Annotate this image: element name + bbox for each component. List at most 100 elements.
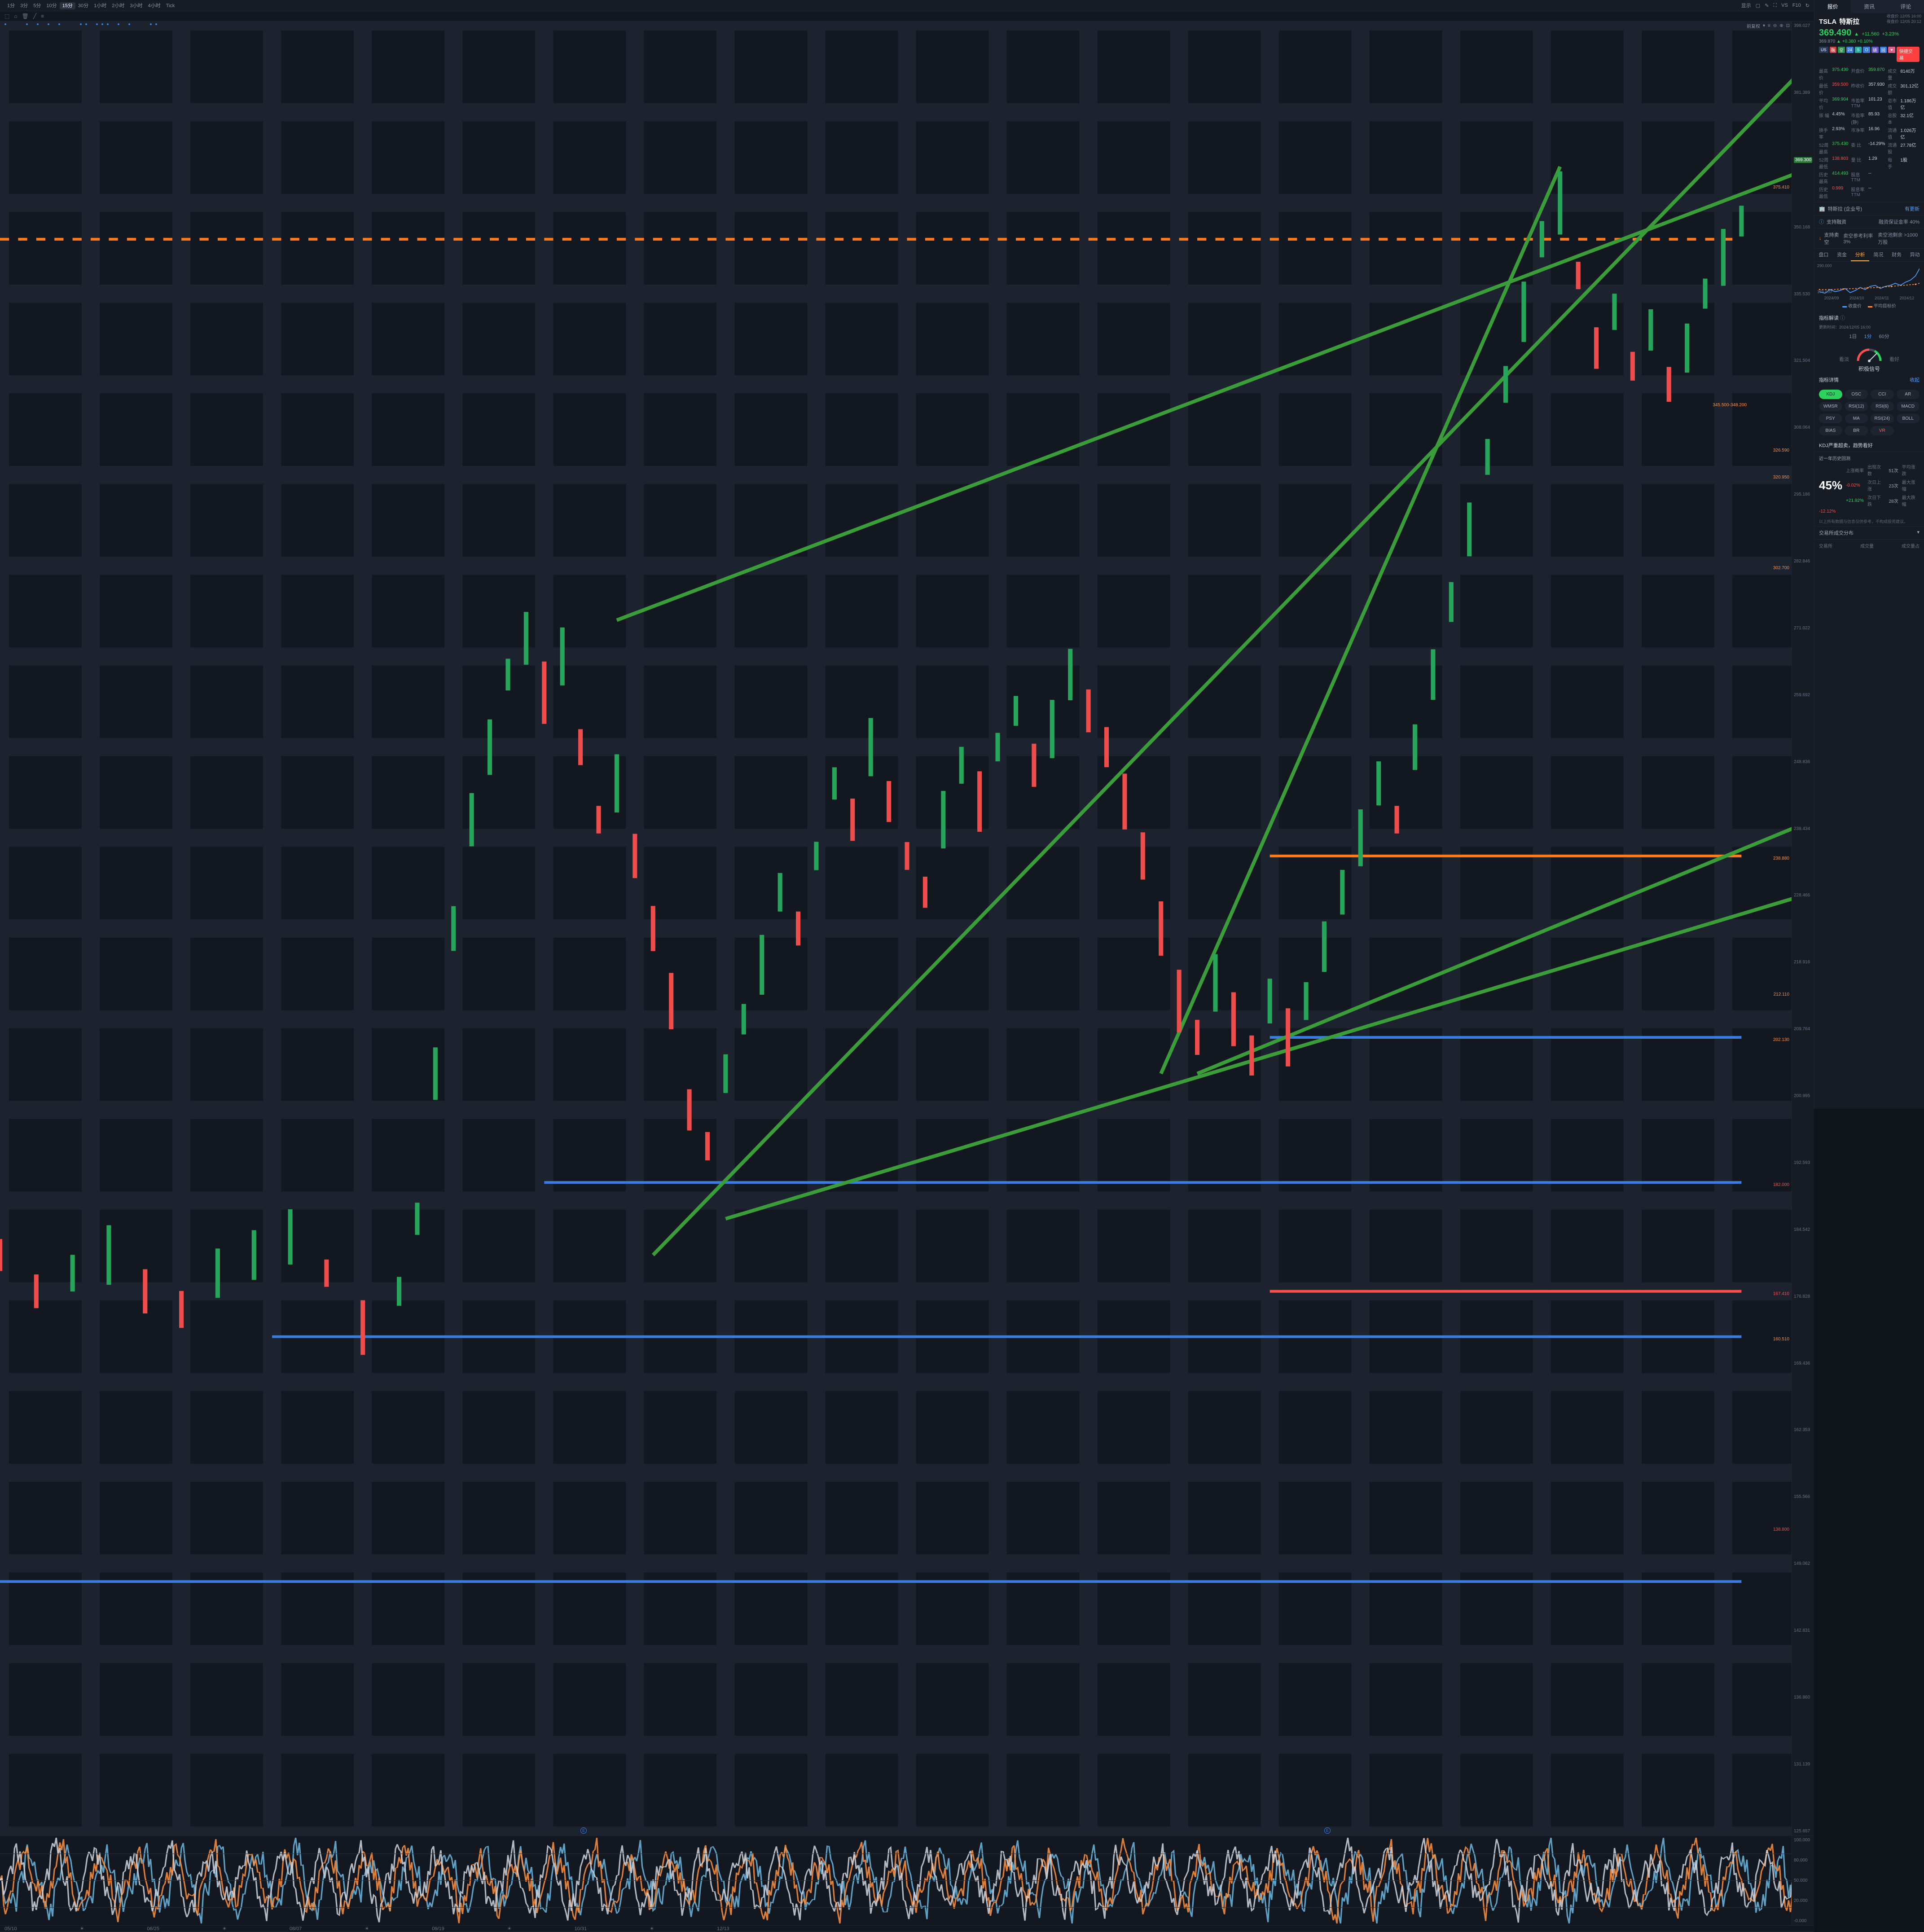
margin-row[interactable]: ⓘ 支持融资 融资保证金率 40%: [1814, 215, 1924, 228]
subtab-2[interactable]: 分析: [1851, 249, 1869, 261]
subtab-0[interactable]: 盘口: [1814, 249, 1833, 261]
timeframe-30分[interactable]: 30分: [75, 2, 91, 9]
arrow-up-icon: ▲: [1854, 31, 1859, 37]
main-panel: 1分3分5分10分15分30分1小时2小时3小时4小时Tick 显示 ▢ ✎ ⛶…: [0, 0, 1814, 1109]
price-change-pct: +3.23%: [1882, 31, 1899, 37]
timeframe-5分[interactable]: 5分: [31, 2, 44, 9]
last-price: 369.490: [1819, 28, 1851, 38]
subtab-3[interactable]: 简况: [1869, 249, 1888, 261]
price-marker: 202.130: [1773, 1037, 1789, 1042]
earnings-mark-icon[interactable]: E: [1324, 1827, 1331, 1834]
subtab-1[interactable]: 资金: [1833, 249, 1851, 261]
badge-icon: 链: [1871, 47, 1879, 53]
indicator-pill-MA[interactable]: MA: [1845, 414, 1868, 423]
timeframe-1小时[interactable]: 1小时: [91, 2, 109, 9]
indicator-pill-AR[interactable]: AR: [1897, 390, 1920, 399]
draw-icon[interactable]: ╱: [33, 13, 36, 19]
exchange-section-header[interactable]: 交易所成交分布▾: [1814, 526, 1924, 539]
adjust-dropdown[interactable]: 前复权: [1747, 22, 1760, 29]
sidebar-tab-2[interactable]: 评论: [1888, 0, 1924, 13]
tf-pill-2[interactable]: 60分: [1879, 333, 1889, 340]
timeframe-1分[interactable]: 1分: [4, 2, 18, 9]
market-badge: US: [1819, 47, 1828, 53]
timeframe-3分[interactable]: 3分: [18, 2, 31, 9]
disclaimer: 以上所有数据与信息仅供参考，不构成投资建议。: [1814, 517, 1924, 526]
price-marker: 212.110: [1774, 992, 1789, 997]
plus-icon[interactable]: ⊕: [1779, 23, 1783, 28]
indicator-pill-RSI(12)[interactable]: RSI(12): [1845, 402, 1868, 411]
refresh-icon[interactable]: ↻: [1805, 3, 1810, 9]
subtab-4[interactable]: 财务: [1888, 249, 1906, 261]
down-arrow-icon: ↓: [1819, 236, 1822, 241]
menu-icon[interactable]: ≡: [41, 13, 44, 19]
layout-icon[interactable]: ▢: [1756, 3, 1760, 9]
f10-button[interactable]: F10: [1792, 3, 1801, 8]
indicator-pill-RSI(6)[interactable]: RSI(6): [1871, 402, 1894, 411]
chart-type-icon[interactable]: ≡: [1768, 23, 1770, 28]
indicator-grid: KDJOSCCCIAR WMSRRSI(12)RSI(6)MACD PSYMARSI…: [1814, 386, 1924, 439]
tf-pill-1[interactable]: 1分: [1864, 333, 1871, 340]
expand-icon[interactable]: ⊡: [1786, 23, 1790, 28]
tf-pill-0[interactable]: 1日: [1849, 333, 1857, 340]
sidebar-tab-1[interactable]: 资讯: [1851, 0, 1887, 13]
minus-icon[interactable]: ⊖: [1773, 23, 1777, 28]
sidebar-tab-0[interactable]: 报价: [1814, 0, 1851, 13]
indicator-pill-BIAS[interactable]: BIAS: [1819, 426, 1842, 435]
mini-chart[interactable]: 290.000 178.000 2024/092024/102024/11202…: [1814, 262, 1924, 302]
price-marker: 320.950: [1773, 475, 1789, 480]
info-icon: ⓘ: [1819, 218, 1824, 225]
timeframe-15分[interactable]: 15分: [60, 2, 75, 9]
vs-button[interactable]: VS: [1781, 3, 1788, 8]
indicator-pill-BR[interactable]: BR: [1845, 426, 1868, 435]
badge-icon: S: [1855, 47, 1862, 53]
badge-icon: O: [1863, 47, 1870, 53]
quote-header: 收盘价 12/05 16:00 夜盘价 12/05 20:12 TSLA 特斯拉…: [1814, 13, 1924, 65]
fullscreen-icon[interactable]: ⛶: [1773, 3, 1777, 9]
time-axis: 05/10☀06/25☀08/07☀09/19☀10/31☀12/13: [0, 1926, 1814, 1932]
earnings-mark-icon[interactable]: E: [580, 1827, 587, 1834]
badge-icon: 回: [1880, 47, 1887, 53]
price-marker: 160.510: [1773, 1337, 1789, 1342]
price-marker: 375.410: [1773, 185, 1789, 190]
price-marker: 345.500-348.200: [1713, 403, 1747, 408]
sidebar-tabs: 报价资讯评论: [1814, 0, 1924, 13]
price-chart[interactable]: 前复权 ▾ ≡ ⊖ ⊕ ⊡ 375.410345.500-348.200326.…: [0, 22, 1814, 1836]
indicator-pill-MACD[interactable]: MACD: [1897, 402, 1920, 411]
indicator-pill-VR[interactable]: VR: [1871, 426, 1894, 435]
quick-trade-button[interactable]: 快捷交易: [1897, 47, 1920, 62]
timeframe-10分[interactable]: 10分: [44, 2, 59, 9]
oscillator-svg: [0, 1836, 1814, 1925]
timeframe-4小时[interactable]: 4小时: [145, 2, 163, 9]
indicator-pill-RSI(24)[interactable]: RSI(24): [1871, 414, 1894, 423]
sentiment-gauge: 看淡 积极信号 看好: [1814, 342, 1924, 373]
oscillator-panel[interactable]: 100.00080.00050.00020.000-0.000: [0, 1836, 1814, 1926]
company-link-row[interactable]: 🏢 特斯拉 (企业号) 有更新: [1814, 202, 1924, 215]
chevron-down-icon[interactable]: ▾: [1763, 23, 1765, 28]
sidebar: 报价资讯评论 收盘价 12/05 16:00 夜盘价 12/05 20:12 T…: [1814, 0, 1924, 1109]
timeframe-Tick[interactable]: Tick: [163, 2, 178, 9]
indicator-pill-BOLL[interactable]: BOLL: [1897, 414, 1920, 423]
indicator-pill-OSC[interactable]: OSC: [1845, 390, 1868, 399]
timeframe-2小时[interactable]: 2小时: [109, 2, 127, 9]
tool-icon[interactable]: ✎: [1765, 3, 1769, 9]
price-marker: 182.000: [1773, 1182, 1789, 1187]
indicator-pill-WMSR[interactable]: WMSR: [1819, 402, 1842, 411]
collapse-link[interactable]: 收起: [1910, 376, 1920, 383]
timeframe-3小时[interactable]: 3小时: [127, 2, 145, 9]
indicator-pill-KDJ[interactable]: KDJ: [1819, 390, 1842, 399]
display-menu[interactable]: 显示: [1741, 2, 1751, 9]
indicator-pill-CCI[interactable]: CCI: [1871, 390, 1894, 399]
timeframe-group: 1分3分5分10分15分30分1小时2小时3小时4小时Tick: [4, 2, 177, 9]
indicator-pill-PSY[interactable]: PSY: [1819, 414, 1842, 423]
badge-icon: ♥: [1888, 47, 1895, 53]
viz-icon[interactable]: ⬚: [4, 13, 9, 19]
subtab-5[interactable]: 异动: [1906, 249, 1924, 261]
symbol: TSLA: [1819, 18, 1836, 26]
exchange-columns: 交易所 成交量 成交量占: [1814, 539, 1924, 552]
home-icon[interactable]: ⌂: [14, 13, 17, 19]
badge-icon: 融: [1830, 47, 1837, 53]
price-marker: 238.880: [1773, 856, 1789, 861]
short-row[interactable]: ↓ 支持卖空 卖空参考利率 3% 卖空池剩余 >1000万股: [1814, 228, 1924, 249]
badge-icon: 空: [1838, 47, 1845, 53]
trash-icon[interactable]: 🗑: [22, 13, 29, 19]
